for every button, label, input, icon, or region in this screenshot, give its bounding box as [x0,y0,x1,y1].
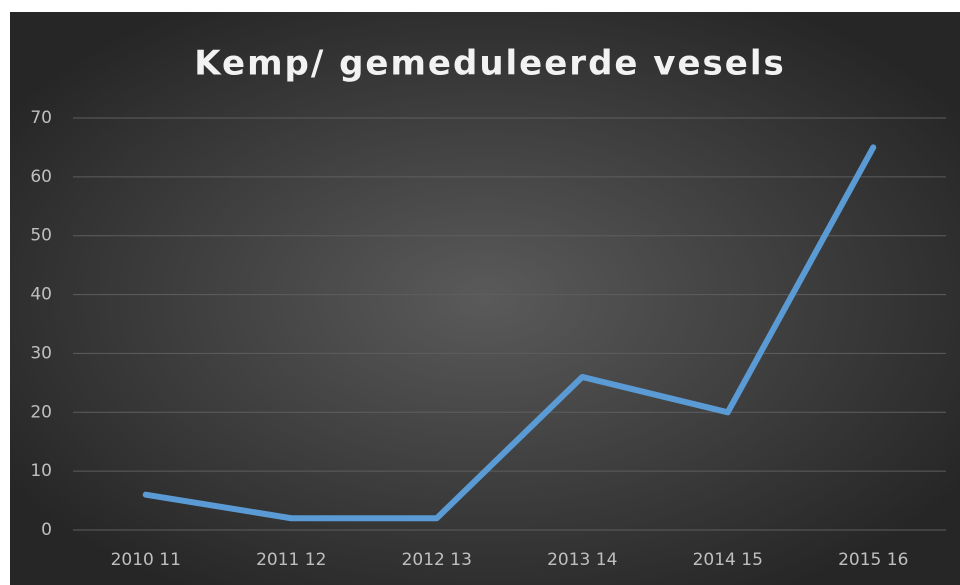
chart-title: Kemp/ gemeduleerde vesels [194,44,785,84]
y-tick-label: 60 [30,167,52,187]
y-tick-label: 0 [41,520,52,540]
x-tick-label: 2013 14 [547,550,617,570]
y-tick-label: 10 [30,461,52,481]
y-tick-label: 70 [30,108,52,128]
x-tick-label: 2014 15 [693,550,763,570]
y-tick-label: 50 [30,226,52,246]
y-tick-label: 20 [30,402,52,422]
data-line [142,144,877,522]
chart-background [10,12,960,585]
y-tick-label: 30 [30,343,52,363]
x-tick-label: 2015 16 [838,550,908,570]
x-tick-label: 2012 13 [402,550,472,570]
x-tick-label: 2010 11 [111,550,181,570]
y-tick-label: 40 [30,285,52,305]
x-tick-label: 2011 12 [256,550,326,570]
